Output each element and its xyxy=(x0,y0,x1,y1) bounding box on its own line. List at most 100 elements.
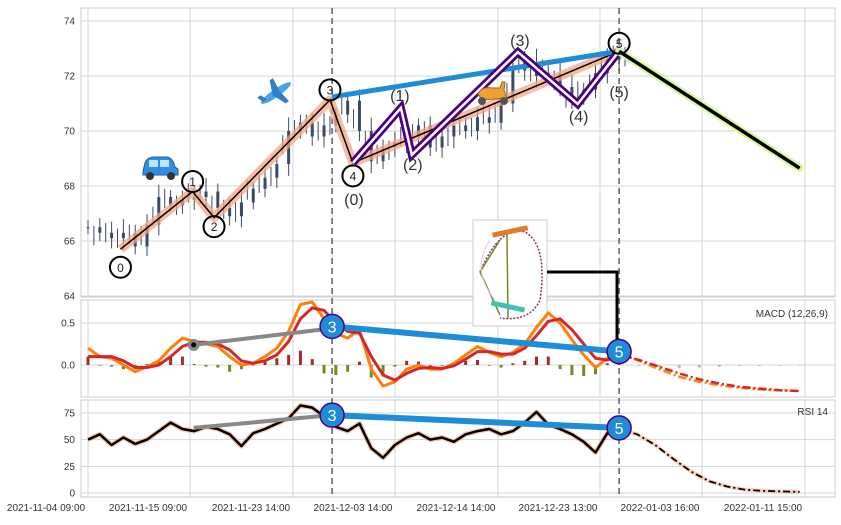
macd-histogram-bar xyxy=(523,360,527,365)
macd-histogram-bar xyxy=(287,354,291,365)
candle-body xyxy=(239,202,243,217)
candle-body xyxy=(110,232,114,239)
candle-body xyxy=(216,191,220,208)
macd-histogram-bar xyxy=(511,363,515,365)
candle-body xyxy=(275,164,279,178)
scooter-wheel xyxy=(500,97,508,105)
macd-histogram-bar xyxy=(657,365,661,368)
macd-histogram-bar xyxy=(798,365,802,366)
macd-histogram-bar xyxy=(475,359,479,365)
macd-histogram-bar xyxy=(86,356,90,365)
scooter-wheel xyxy=(478,97,486,105)
candle-body xyxy=(145,224,149,247)
main-wave-line xyxy=(120,50,620,250)
price-y-tick: 70 xyxy=(64,127,76,138)
trend-line xyxy=(331,48,620,100)
sub-wave-label: (1) xyxy=(390,88,410,105)
x-tick-label: 2021-12-23 13:00 xyxy=(519,503,598,514)
candle-body xyxy=(157,197,161,225)
rsi-title: RSI 14 xyxy=(797,407,828,418)
candle-body xyxy=(322,125,326,137)
car-wheel xyxy=(146,172,154,180)
macd-marker-label: 3 xyxy=(328,319,337,336)
macd-histogram-bar xyxy=(98,365,102,366)
rsi-y-tick: 25 xyxy=(64,462,76,473)
price-y-tick: 64 xyxy=(64,292,76,303)
macd-histogram-bar xyxy=(605,363,609,365)
macd-histogram-bar xyxy=(534,356,538,365)
macd-histogram-bar xyxy=(322,365,326,374)
candle-body xyxy=(570,87,574,98)
macd-histogram-bar xyxy=(499,365,503,368)
macd-histogram-bar xyxy=(757,365,761,366)
candle-body xyxy=(487,117,491,123)
car-wheel xyxy=(167,172,175,180)
macd-histogram-bar xyxy=(275,358,279,365)
macd-histogram-bar xyxy=(169,356,173,365)
macd-projection xyxy=(618,351,800,393)
macd-histogram-bar xyxy=(677,365,681,369)
wave-label: 5 xyxy=(616,37,623,51)
macd-histogram-bar xyxy=(239,365,243,370)
macd-histogram-bar xyxy=(180,356,184,365)
rsi-projection xyxy=(618,428,800,493)
plot-layer: 0 1 2 3 4 5 (0) (1) (2) (3) (4) (5) 3 5 3 5 xyxy=(86,8,804,497)
macd-histogram-bar xyxy=(405,360,409,365)
wave-label: 1 xyxy=(189,175,196,189)
macd-histogram-bar xyxy=(737,365,741,366)
coaster-cars xyxy=(491,225,529,238)
macd-y-tick: 0.0 xyxy=(61,361,75,372)
candle-body xyxy=(121,232,125,239)
rsi-marker-label: 5 xyxy=(615,421,624,438)
macd-histogram-bar xyxy=(546,356,550,365)
rsi-marker-label: 3 xyxy=(328,408,337,425)
wave-label-circle xyxy=(318,78,342,102)
macd-histogram-bar xyxy=(440,365,444,366)
connector-arrow xyxy=(547,270,619,346)
scooter-icon xyxy=(477,81,508,105)
airplane-icon xyxy=(257,78,291,104)
wave-label-circle xyxy=(108,255,132,279)
rsi-line xyxy=(87,404,620,460)
sub-wave-label: (4) xyxy=(569,109,589,126)
x-tick-label: 2021-11-15 09:00 xyxy=(109,503,188,514)
candle-body xyxy=(464,125,468,131)
wave-label: 3 xyxy=(327,83,334,97)
macd-histogram-bar xyxy=(582,365,586,376)
candle-body xyxy=(440,136,444,148)
x-tick-label: 2021-11-04 09:00 xyxy=(7,503,86,514)
macd-histogram-bar xyxy=(381,365,385,376)
car-window xyxy=(149,160,158,167)
car-icon xyxy=(142,156,179,180)
candle-body xyxy=(511,70,515,104)
macd-title: MACD (12,26,9) xyxy=(756,309,828,320)
scooter-body xyxy=(477,81,508,101)
macd-trend-line xyxy=(331,323,620,355)
x-tick-label: 2021-12-14 14:00 xyxy=(417,503,496,514)
rsi-y-tick: 75 xyxy=(64,408,76,419)
candle-body xyxy=(251,188,255,203)
macd-grey-line xyxy=(193,327,321,347)
candle-body xyxy=(452,125,456,137)
x-tick-label: 2022-01-03 16:00 xyxy=(621,503,700,514)
macd-histogram-bar xyxy=(121,365,125,370)
price-y-tick: 74 xyxy=(64,17,76,28)
rsi-marker-circle xyxy=(606,415,632,441)
price-y-tick: 68 xyxy=(64,182,76,193)
car-window xyxy=(160,160,169,167)
macd-marker-label: 5 xyxy=(615,345,624,362)
plane-wings xyxy=(257,78,289,104)
rsi-panel xyxy=(80,399,836,498)
macd-histogram-bar xyxy=(717,365,721,367)
macd-histogram-bar xyxy=(192,364,196,365)
wave-label-circle xyxy=(181,170,205,193)
candle-body xyxy=(204,191,208,197)
macd-histogram-bar xyxy=(570,365,574,376)
wave-label: 0 xyxy=(117,261,124,275)
macd-line xyxy=(87,300,620,388)
wave-label: 4 xyxy=(350,169,357,183)
sub-wave-inner xyxy=(351,50,621,164)
macd-histogram-bar xyxy=(416,361,420,365)
rsi-trend-line xyxy=(331,412,620,431)
macd-histogram-bar xyxy=(251,365,255,366)
